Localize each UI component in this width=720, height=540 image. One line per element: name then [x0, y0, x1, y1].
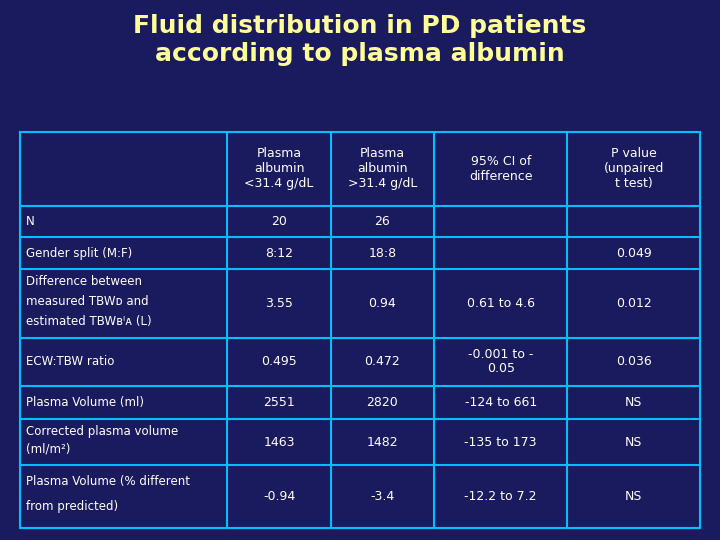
- Text: estimated TBWʙᴵᴀ (L): estimated TBWʙᴵᴀ (L): [26, 315, 151, 328]
- Text: 8:12: 8:12: [265, 247, 293, 260]
- Text: Difference between: Difference between: [26, 275, 142, 288]
- Text: 1482: 1482: [366, 436, 398, 449]
- Text: Plasma Volume (ml): Plasma Volume (ml): [26, 396, 143, 409]
- Text: 1463: 1463: [264, 436, 295, 449]
- Text: 20: 20: [271, 215, 287, 228]
- Text: 0.036: 0.036: [616, 355, 652, 368]
- Text: Gender split (M:F): Gender split (M:F): [26, 247, 132, 260]
- Text: NS: NS: [625, 490, 642, 503]
- Text: (ml/m²): (ml/m²): [26, 443, 70, 456]
- Text: -124 to 661: -124 to 661: [464, 396, 537, 409]
- Text: 18:8: 18:8: [369, 247, 397, 260]
- Text: -0.001 to -
0.05: -0.001 to - 0.05: [468, 348, 534, 375]
- Text: Corrected plasma volume: Corrected plasma volume: [26, 424, 178, 437]
- Text: -3.4: -3.4: [370, 490, 395, 503]
- Text: 0.472: 0.472: [364, 355, 400, 368]
- Text: N: N: [26, 215, 35, 228]
- Text: measured TBWᴅ and: measured TBWᴅ and: [26, 295, 148, 308]
- Text: 3.55: 3.55: [265, 297, 293, 310]
- Text: 0.495: 0.495: [261, 355, 297, 368]
- Text: 0.94: 0.94: [369, 297, 396, 310]
- Text: NS: NS: [625, 436, 642, 449]
- Text: Plasma
albumin
>31.4 g/dL: Plasma albumin >31.4 g/dL: [348, 147, 417, 191]
- Text: -0.94: -0.94: [263, 490, 295, 503]
- Text: 0.012: 0.012: [616, 297, 652, 310]
- Text: Fluid distribution in PD patients
according to plasma albumin: Fluid distribution in PD patients accord…: [133, 14, 587, 66]
- Text: P value
(unpaired
t test): P value (unpaired t test): [603, 147, 664, 191]
- Text: from predicted): from predicted): [26, 500, 118, 513]
- Text: 2820: 2820: [366, 396, 398, 409]
- Text: 95% CI of
difference: 95% CI of difference: [469, 155, 533, 183]
- Text: NS: NS: [625, 396, 642, 409]
- Text: Plasma Volume (% different: Plasma Volume (% different: [26, 475, 189, 488]
- Text: -12.2 to 7.2: -12.2 to 7.2: [464, 490, 537, 503]
- Text: 2551: 2551: [264, 396, 295, 409]
- Text: 0.61 to 4.6: 0.61 to 4.6: [467, 297, 535, 310]
- Text: ECW:TBW ratio: ECW:TBW ratio: [26, 355, 114, 368]
- Text: 26: 26: [374, 215, 390, 228]
- Text: 0.049: 0.049: [616, 247, 652, 260]
- Text: Plasma
albumin
<31.4 g/dL: Plasma albumin <31.4 g/dL: [244, 147, 314, 191]
- Text: -135 to 173: -135 to 173: [464, 436, 537, 449]
